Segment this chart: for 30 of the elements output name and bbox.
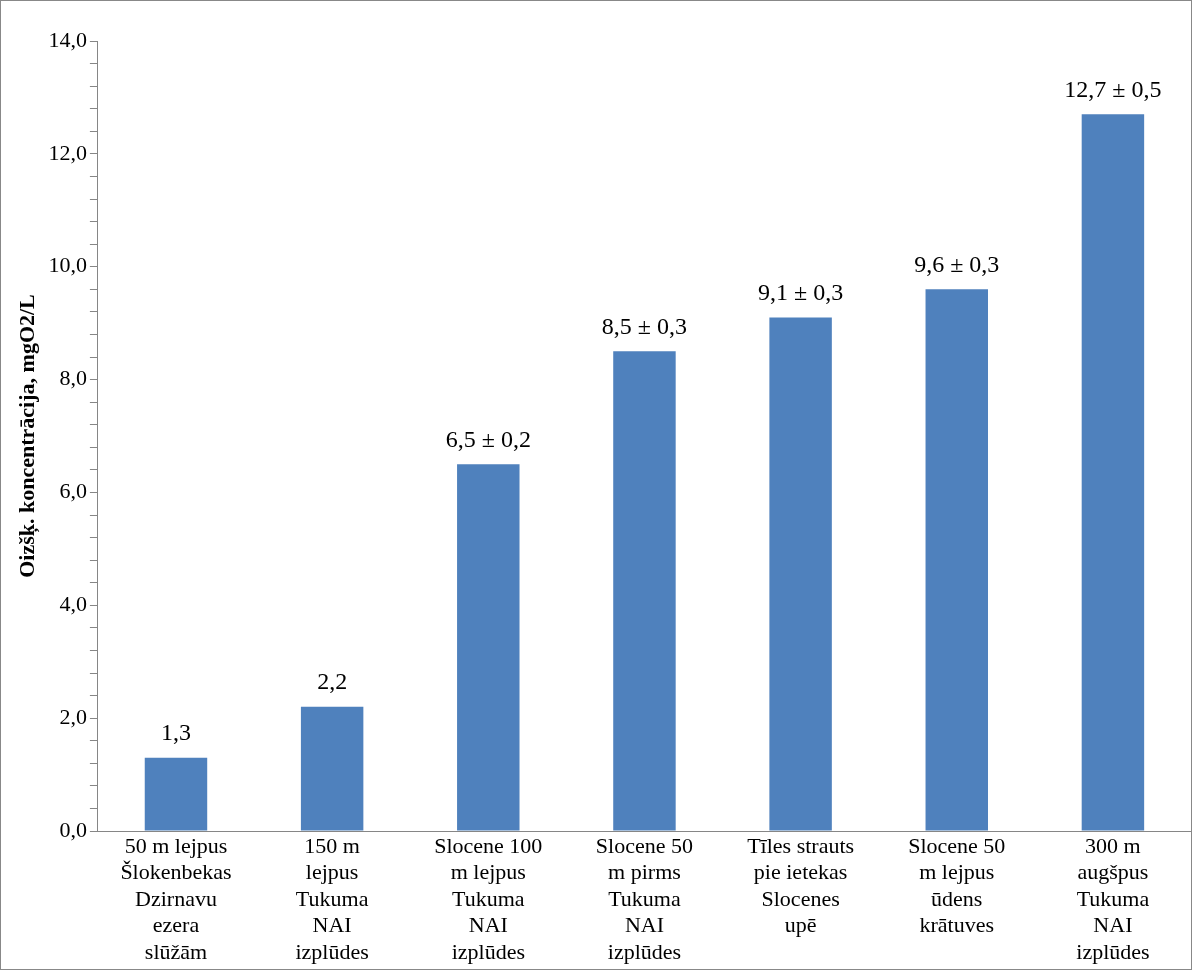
data-label: 12,7 ± 0,5 xyxy=(1064,75,1162,102)
y-tick-label: 12,0 xyxy=(48,139,87,165)
y-tick-label: 10,0 xyxy=(48,252,87,278)
data-label: 8,5 ± 0,3 xyxy=(601,312,688,339)
data-label: 9,6 ± 0,3 xyxy=(914,250,1000,277)
x-tick-label: 300 m augšpus Tukuma NAI izplūdes xyxy=(1076,832,1150,964)
data-label: 1,3 xyxy=(160,718,191,745)
x-tick-label: Tīles strauts pie ietekas Slocenes upē xyxy=(747,832,855,938)
y-tick-label: 2,0 xyxy=(59,703,87,729)
x-tick-label: 50 m lejpus Šlokenbekas Dzirnavu ezera slūžām xyxy=(120,832,232,964)
bar xyxy=(300,706,364,831)
data-label: 2,2 xyxy=(317,668,348,695)
bar xyxy=(144,757,208,831)
data-label: 6,5 ± 0,2 xyxy=(445,425,531,452)
y-tick-label: 8,0 xyxy=(59,365,87,391)
y-tick-label: 6,0 xyxy=(59,478,87,504)
bar xyxy=(769,317,832,831)
bar xyxy=(613,351,676,831)
y-tick-label: 0,0 xyxy=(59,816,87,842)
x-tick-label: Slocene 100 m lejpus Tukuma NAI izplūdes xyxy=(434,832,543,964)
data-label: 9,1 ± 0,3 xyxy=(758,278,844,305)
x-tick-label: 150 m lejpus Tukuma NAI izplūdes xyxy=(295,832,369,964)
x-tick-label: Slocene 50 m lejpus ūdens krātuves xyxy=(908,832,1006,938)
y-tick-label: 4,0 xyxy=(59,591,87,617)
bar xyxy=(457,464,520,831)
bar xyxy=(925,289,988,831)
x-tick-label: Slocene 50 m pirms Tukuma NAI izplūdes xyxy=(595,832,694,964)
bar xyxy=(1081,114,1145,831)
y-axis-title: Oizšķ. koncentrācija, mgO2/L xyxy=(13,294,40,578)
y-tick-label: 14,0 xyxy=(48,26,87,52)
